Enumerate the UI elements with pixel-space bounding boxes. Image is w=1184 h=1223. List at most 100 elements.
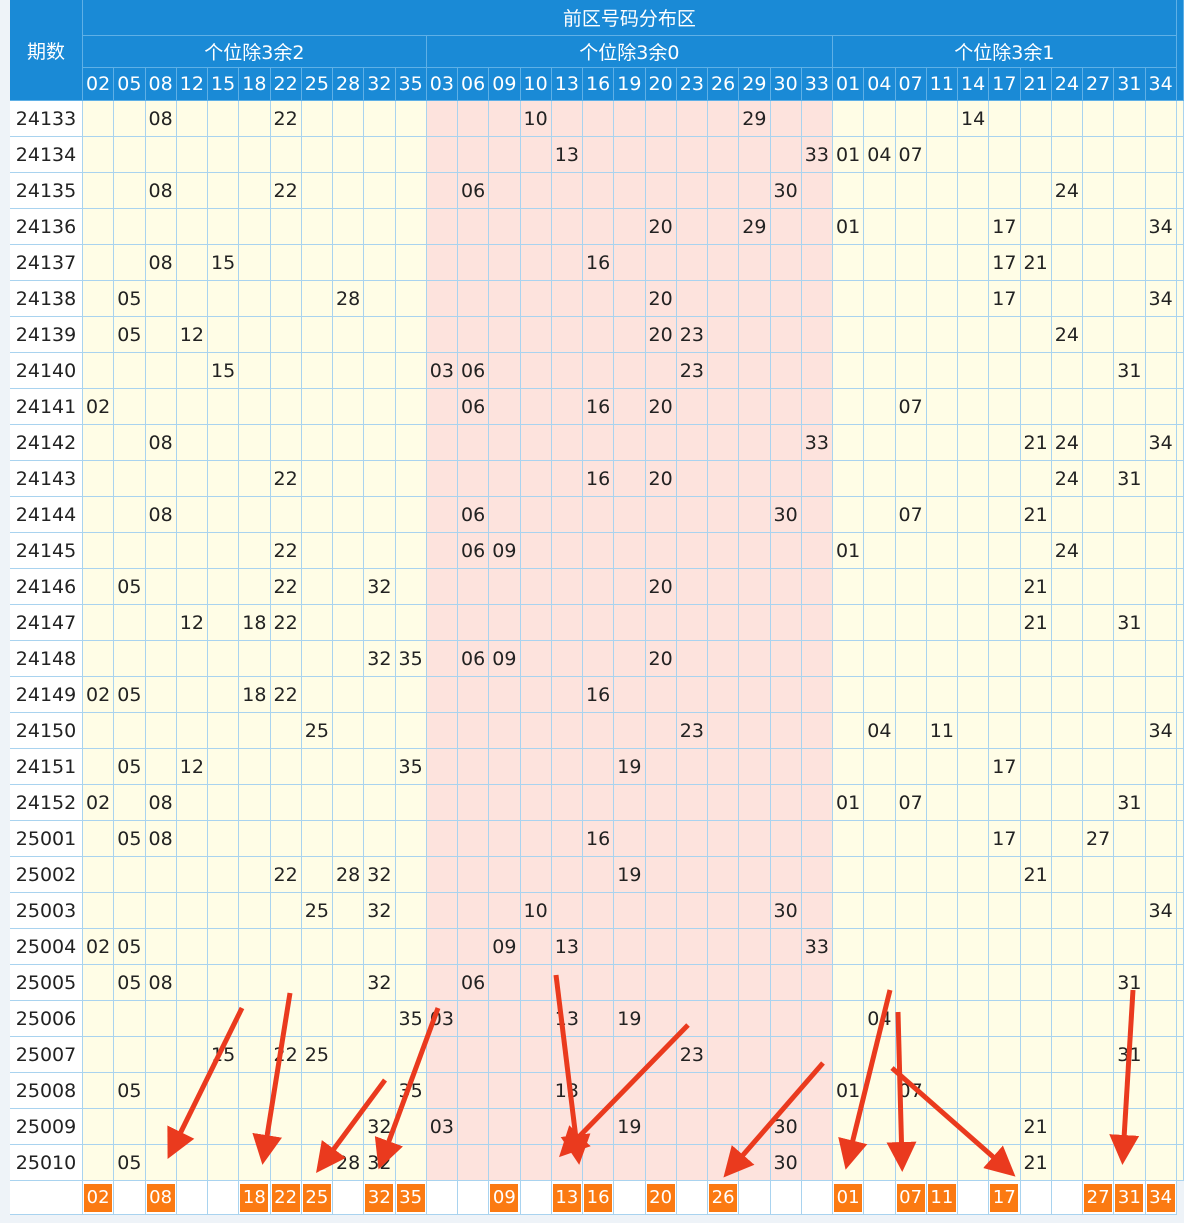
cell [1083, 533, 1115, 569]
cell [1083, 101, 1115, 137]
cell [1020, 965, 1052, 1001]
cell [989, 533, 1021, 569]
highlight-number: 27 [1084, 1183, 1113, 1212]
cell [864, 101, 896, 137]
cell [926, 389, 958, 425]
highlight-number: 07 [896, 1183, 925, 1212]
drawn-number: 06 [458, 173, 490, 209]
cell [208, 101, 240, 137]
cell [770, 317, 802, 353]
cell [551, 893, 583, 929]
drawn-number: 17 [989, 749, 1021, 785]
cell [614, 893, 646, 929]
cell [739, 137, 771, 173]
cell [83, 1109, 115, 1145]
cell [895, 425, 927, 461]
cell [583, 965, 615, 1001]
cell [1083, 1145, 1115, 1181]
cell [895, 569, 927, 605]
cell [301, 497, 333, 533]
cell [426, 425, 458, 461]
period: 24138 [10, 281, 83, 317]
cell [333, 101, 365, 137]
cell [958, 677, 990, 713]
cell [708, 425, 740, 461]
cell [551, 353, 583, 389]
drawn-number: 01 [833, 1073, 865, 1109]
cell [583, 1037, 615, 1073]
cell [426, 821, 458, 857]
cell [176, 1037, 208, 1073]
cell [83, 857, 115, 893]
cell [489, 425, 521, 461]
cell [770, 209, 802, 245]
cell [239, 425, 271, 461]
cell [958, 569, 990, 605]
cell [1083, 173, 1115, 209]
cell [520, 137, 552, 173]
edge-cell [1176, 749, 1184, 785]
cell [270, 749, 302, 785]
cell [333, 641, 365, 677]
cell [864, 965, 896, 1001]
cell [958, 353, 990, 389]
drawn-number: 21 [1020, 425, 1052, 461]
cell [989, 929, 1021, 965]
cell: 01 [833, 1181, 865, 1215]
cell [958, 1109, 990, 1145]
cell [801, 533, 833, 569]
cell [239, 461, 271, 497]
cell [364, 821, 396, 857]
cell [708, 821, 740, 857]
cell [1020, 533, 1052, 569]
drawn-number: 24 [1051, 425, 1083, 461]
cell [489, 1037, 521, 1073]
cell [301, 641, 333, 677]
cell [270, 821, 302, 857]
edge-cell [1176, 713, 1184, 749]
cell [489, 353, 521, 389]
cell [645, 353, 677, 389]
cell [1114, 101, 1146, 137]
cell [614, 425, 646, 461]
cell [83, 1073, 115, 1109]
drawn-number: 22 [270, 857, 302, 893]
cell [739, 641, 771, 677]
drawn-number: 30 [770, 173, 802, 209]
drawn-number: 13 [551, 1073, 583, 1109]
drawn-number: 32 [364, 641, 396, 677]
drawn-number: 06 [458, 497, 490, 533]
column-number: 19 [614, 68, 646, 101]
cell [989, 353, 1021, 389]
drawn-number: 35 [395, 1001, 427, 1037]
cell [239, 281, 271, 317]
cell [989, 713, 1021, 749]
drawn-number: 13 [551, 929, 583, 965]
cell [520, 1181, 552, 1215]
cell [614, 1037, 646, 1073]
cell [1020, 209, 1052, 245]
drawn-number: 17 [989, 281, 1021, 317]
cell [926, 641, 958, 677]
drawn-number: 31 [1114, 461, 1146, 497]
cell [739, 461, 771, 497]
cell [551, 209, 583, 245]
cell [551, 1037, 583, 1073]
cell [958, 785, 990, 821]
cell [1020, 821, 1052, 857]
cell: 11 [926, 1181, 958, 1215]
drawn-number: 33 [801, 137, 833, 173]
cell [176, 533, 208, 569]
drawn-number: 12 [176, 749, 208, 785]
cell [1051, 965, 1083, 1001]
cell [1114, 209, 1146, 245]
cell [301, 821, 333, 857]
cell [770, 281, 802, 317]
cell [1083, 389, 1115, 425]
cell [176, 677, 208, 713]
edge-cell [1176, 893, 1184, 929]
cell [614, 533, 646, 569]
cell [333, 173, 365, 209]
cell [864, 245, 896, 281]
